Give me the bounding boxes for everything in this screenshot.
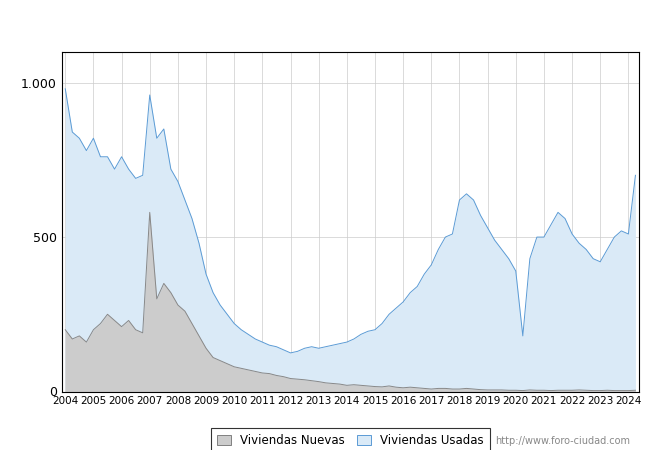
Text: http://www.foro-ciudad.com: http://www.foro-ciudad.com [495,436,630,446]
Text: Arona - Evolucion del Nº de Transacciones Inmobiliarias: Arona - Evolucion del Nº de Transaccione… [122,16,528,31]
Legend: Viviendas Nuevas, Viviendas Usadas: Viviendas Nuevas, Viviendas Usadas [211,428,490,450]
